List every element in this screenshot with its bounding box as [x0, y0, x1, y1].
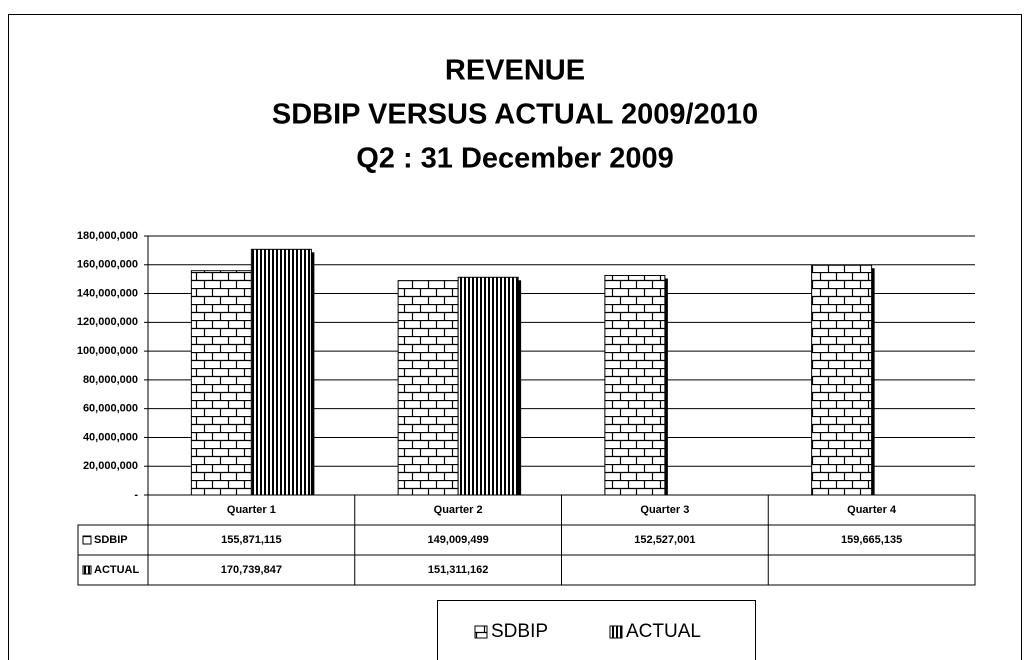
data-label: 151,311,162 — [428, 564, 489, 576]
legend-box — [437, 600, 756, 660]
bar — [397, 280, 459, 496]
x-tick-label: Quarter 1 — [227, 504, 276, 516]
data-label: 170,739,847 — [221, 564, 282, 576]
data-label: 149,009,499 — [428, 534, 489, 546]
x-tick-label: Quarter 3 — [640, 504, 689, 516]
chart-title: REVENUE — [445, 55, 585, 87]
y-tick-label: 100,000,000 — [77, 345, 138, 357]
y-tick-label: - — [134, 489, 138, 501]
y-tick-label: 80,000,000 — [83, 374, 138, 386]
table-legend-key — [82, 535, 92, 545]
legend-key — [474, 625, 488, 639]
legend-label: SDBIP — [491, 621, 548, 642]
legend-key — [609, 625, 623, 639]
data-label: 152,527,001 — [634, 534, 695, 546]
y-tick-label: 60,000,000 — [83, 403, 138, 415]
data-label: 155,871,115 — [221, 534, 282, 546]
y-tick-label: 180,000,000 — [77, 230, 138, 242]
bar — [250, 248, 312, 496]
table-row-label: ACTUAL — [94, 564, 139, 576]
legend-label: ACTUAL — [626, 621, 701, 642]
chart-title: Q2 : 31 December 2009 — [356, 143, 674, 175]
bar — [190, 270, 252, 496]
table-row-label: SDBIP — [94, 534, 128, 546]
y-tick-label: 140,000,000 — [77, 287, 138, 299]
table-legend-key — [82, 565, 92, 575]
bar — [457, 276, 519, 496]
y-tick-label: 160,000,000 — [77, 259, 138, 271]
y-tick-label: 120,000,000 — [77, 316, 138, 328]
y-tick-label: 40,000,000 — [83, 431, 138, 443]
y-tick-label: 20,000,000 — [83, 460, 138, 472]
x-tick-label: Quarter 2 — [434, 504, 483, 516]
bar — [811, 264, 873, 496]
chart-title: SDBIP VERSUS ACTUAL 2009/2010 — [272, 99, 758, 131]
bar — [604, 275, 666, 496]
x-tick-label: Quarter 4 — [847, 504, 897, 516]
data-label: 159,665,135 — [841, 534, 902, 546]
